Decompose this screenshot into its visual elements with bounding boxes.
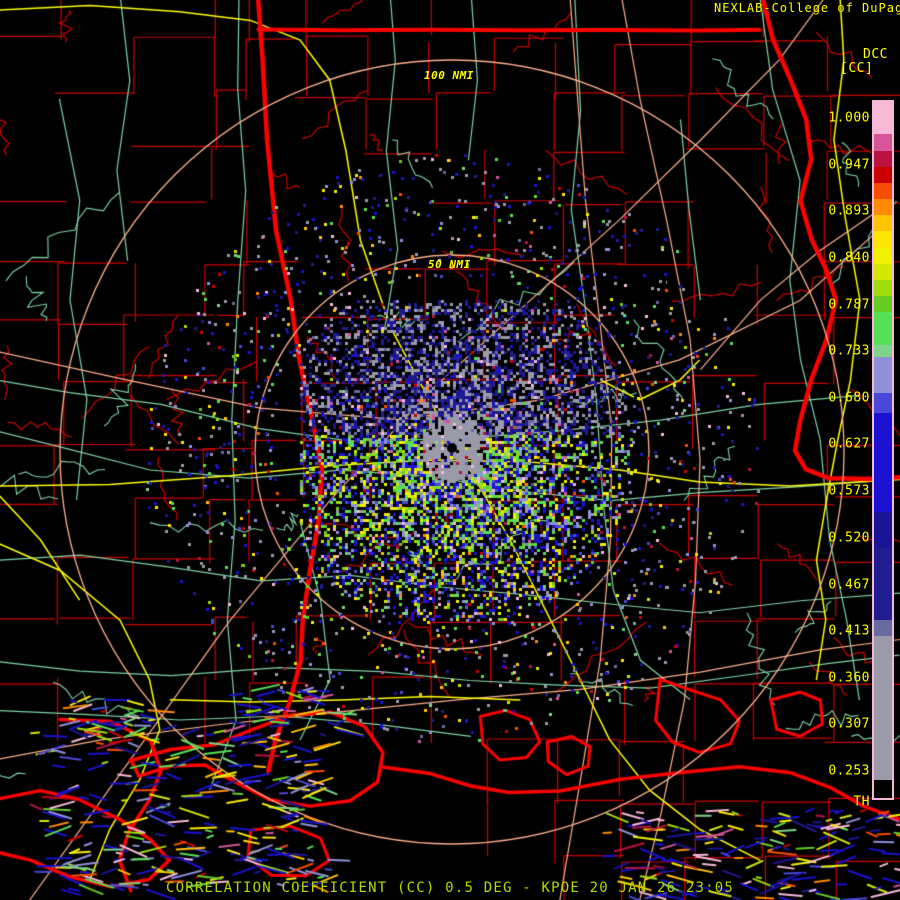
colorbar-tick-11: 0.413	[828, 623, 870, 639]
colorbar-segment	[874, 296, 892, 313]
colorbar-segment	[874, 779, 892, 798]
colorbar-segment	[874, 231, 892, 248]
colorbar-segment	[874, 635, 892, 780]
colorbar-tick-15: TH	[853, 794, 870, 810]
colorbar-segment	[874, 279, 892, 297]
colorbar[interactable]	[872, 100, 894, 800]
colorbar-tick-10: 0.467	[828, 577, 870, 593]
colorbar-tick-6: 0.680	[828, 390, 870, 406]
colorbar-tick-7: 0.627	[828, 436, 870, 452]
colorbar-segment	[874, 344, 892, 358]
colorbar-segment	[874, 150, 892, 167]
colorbar-segment	[874, 166, 892, 183]
colorbar-tick-13: 0.307	[828, 716, 870, 732]
colorbar-tick-14: 0.253	[828, 763, 870, 779]
colorbar-tick-1: 0.947	[828, 157, 870, 173]
colorbar-tick-5: 0.733	[828, 343, 870, 359]
colorbar-tick-8: 0.573	[828, 483, 870, 499]
colorbar-segment	[874, 547, 892, 620]
colorbar-segment	[874, 393, 892, 413]
colorbar-tick-0: 1.000	[828, 110, 870, 126]
colorbar-tick-4: 0.787	[828, 297, 870, 313]
colorbar-segment	[874, 357, 892, 394]
colorbar-segment	[874, 215, 892, 232]
colorbar-segment	[874, 199, 892, 216]
colorbar-segment	[874, 134, 892, 151]
colorbar-segment	[874, 102, 892, 135]
colorbar-segment	[874, 619, 892, 636]
colorbar-segment	[874, 511, 892, 548]
colorbar-tick-2: 0.893	[828, 203, 870, 219]
colorbar-tick-9: 0.520	[828, 530, 870, 546]
colorbar-tick-labels: 1.000 0.947 0.893 0.840 0.787 0.733 0.680 0.627…	[828, 100, 870, 810]
colorbar-segment	[874, 247, 892, 264]
colorbar-segment	[874, 182, 892, 200]
colorbar-segment	[874, 263, 892, 280]
colorbar-tick-3: 0.840	[828, 250, 870, 266]
colorbar-tick-12: 0.360	[828, 670, 870, 686]
colorbar-segment	[874, 312, 892, 345]
colorbar-segment	[874, 412, 892, 512]
